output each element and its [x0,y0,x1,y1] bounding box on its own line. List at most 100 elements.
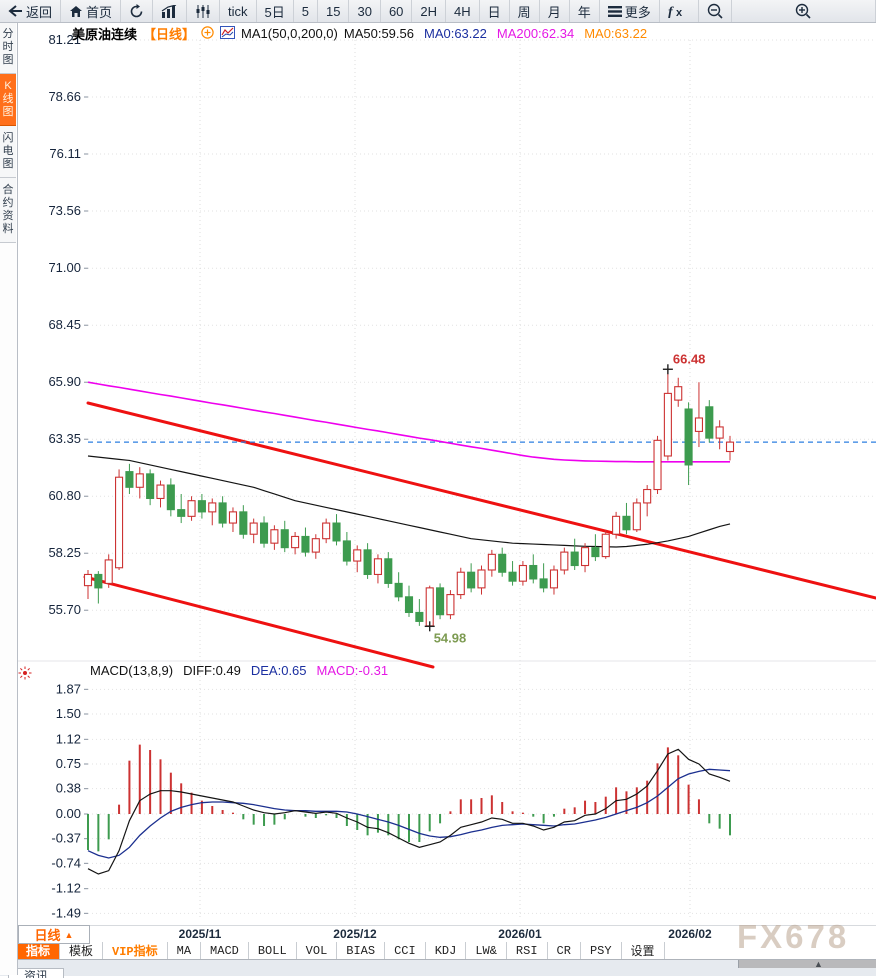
toolbar-h2-button[interactable]: 2H [412,0,447,22]
partial-bottom-tab-label: 资讯 [23,969,48,978]
indicator-tab-ma[interactable]: MA [168,942,202,959]
toolbar-day-button[interactable]: 日 [480,0,510,22]
svg-text:78.66: 78.66 [48,89,81,104]
toolbar-zoom-in-button[interactable] [732,0,876,22]
toolbar-year-button[interactable]: 年 [570,0,600,22]
sidebar-tab-time-chart[interactable]: 分时图 [0,22,16,74]
price-chart-header: 美原油连续 【日线】 MA1(50,0,200,0) MA50:59.56 MA0… [72,24,647,43]
x-axis-label: 2025/12 [333,927,377,941]
toolbar-tick-button[interactable]: tick [220,0,257,22]
indicator-tab-指标[interactable]: 指标 [17,942,61,959]
sidebar-tab-contract-info[interactable]: 合约资料 [0,178,16,243]
period-selector-dropdown[interactable]: 日线 ▲ [18,925,90,944]
svg-text:0.38: 0.38 [56,781,81,796]
chart-area: 81.21 78.66 76.11 73.56 71.00 68.45 65.90 63.35… [17,22,876,925]
refresh-icon [129,3,144,19]
x-axis-row: 2025/11 2025/12 2026/01 2026/02 [0,925,876,942]
svg-text:-1.49: -1.49 [51,905,81,920]
horizontal-scrollbar[interactable]: ▲ [738,959,876,969]
indicator-tab-boll[interactable]: BOLL [249,942,297,959]
toolbar-back-label: 返回 [26,4,53,20]
ma50-line [87,455,731,548]
indicator-tab-cr[interactable]: CR [548,942,581,959]
ma-value-1: MA0:63.22 [423,26,487,41]
toolbar-m30-button[interactable]: 30 [349,0,381,22]
toolbar-refresh-button[interactable] [121,0,154,22]
svg-text:76.11: 76.11 [49,146,81,161]
toolbar-volume-chart-button[interactable] [187,0,221,22]
svg-text:1.87: 1.87 [56,681,81,696]
indicator-tab-cci[interactable]: CCI [385,942,426,959]
x-axis-label: 2026/02 [668,927,712,941]
candles [83,369,735,627]
indicator-tab-设置[interactable]: 设置 [622,942,665,959]
svg-text:66.48: 66.48 [673,351,706,366]
svg-text:68.45: 68.45 [48,317,81,332]
toolbar-more-button[interactable]: 更多 [600,0,660,22]
x-axis-label: 2025/11 [178,927,222,941]
indicator-tab-rsi[interactable]: RSI [507,942,548,959]
indicator-tab-kdj[interactable]: KDJ [426,942,467,959]
svg-text:-0.74: -0.74 [51,855,81,870]
price-macd-chart[interactable]: 81.21 78.66 76.11 73.56 71.00 68.45 65.90 63.35… [17,22,876,925]
indicator-tab-macd[interactable]: MACD [201,942,249,959]
hamburger-icon [607,5,622,17]
add-indicator-icon[interactable] [201,25,214,42]
svg-text:63.35: 63.35 [48,431,81,446]
indicator-tab-模板[interactable]: 模板 [60,942,104,959]
svg-text:60.80: 60.80 [48,488,81,503]
svg-text:81.21: 81.21 [48,32,81,47]
toolbar-m30-label: 30 [357,3,372,19]
back-arrow-icon [8,4,23,18]
svg-text:65.90: 65.90 [48,374,81,389]
svg-text:71.00: 71.00 [48,260,81,275]
indicator-tab-bias[interactable]: BIAS [337,942,386,959]
toolbar-zoom-out-button[interactable] [699,0,732,22]
gridlines: 81.21 78.66 76.11 73.56 71.00 68.45 65.90 63.35… [17,32,876,920]
fx678-watermark: FX678 [737,918,850,955]
macd-histogram [87,744,732,852]
price-annotations: 66.48 54.98 [424,351,706,645]
ma-value-2: MA200:62.34 [496,26,575,41]
indicator-settings-icon[interactable] [18,666,32,685]
symbol-name: 美原油连续 [72,27,138,42]
toolbar-m15-button[interactable]: 15 [318,0,350,22]
svg-text:1.50: 1.50 [56,706,81,721]
indicator-tab-vol[interactable]: VOL [297,942,338,959]
macd-diff-line [87,748,731,875]
indicator-tab-psy[interactable]: PSY [581,942,622,959]
toolbar-m5-button[interactable]: 5 [294,0,318,22]
collapse-arrow-icon[interactable]: ▲ [814,959,823,969]
toolbar-home-label: 首页 [86,4,113,20]
ma200-line [87,381,731,463]
svg-text:0.75: 0.75 [56,756,81,771]
svg-text:58.25: 58.25 [48,545,81,560]
macd-diff-value: DIFF:0.49 [183,663,241,678]
toolbar-5d-button[interactable]: 5日 [257,0,294,22]
macd-hist-value: MACD:-0.31 [316,663,389,678]
indicator-tab-vip指标[interactable]: VIP指标 [103,942,168,959]
toolbar-h4-button[interactable]: 4H [446,0,480,22]
toolbar-back-button[interactable]: 返回 [0,0,62,22]
toolbar-week-label: 周 [517,4,531,20]
indicator-tab-lw&[interactable]: LW& [466,942,507,959]
indicator-tab-row: 指标 模板 VIP指标 MA MACD BOLL VOL BIAS CCI KDJ LW& RSI CR… [17,942,876,960]
svg-text:73.56: 73.56 [48,203,81,218]
toolbar-bar-chart-button[interactable] [153,0,188,22]
toolbar-m15-label: 15 [326,3,341,19]
toolbar-m60-button[interactable]: 60 [381,0,413,22]
toolbar-m60-label: 60 [388,3,404,19]
toolbar-h4-label: 4H [454,3,471,19]
trendlines [83,401,876,669]
ma-settings-icon[interactable] [220,25,236,42]
toolbar-month-label: 月 [547,4,561,20]
toolbar-month-button[interactable]: 月 [540,0,570,22]
toolbar-week-button[interactable]: 周 [510,0,540,22]
sidebar-tab-flash-chart[interactable]: 闪电图 [0,126,16,178]
toolbar-home-button[interactable]: 首页 [61,0,122,22]
toolbar-more-label: 更多 [624,4,651,20]
